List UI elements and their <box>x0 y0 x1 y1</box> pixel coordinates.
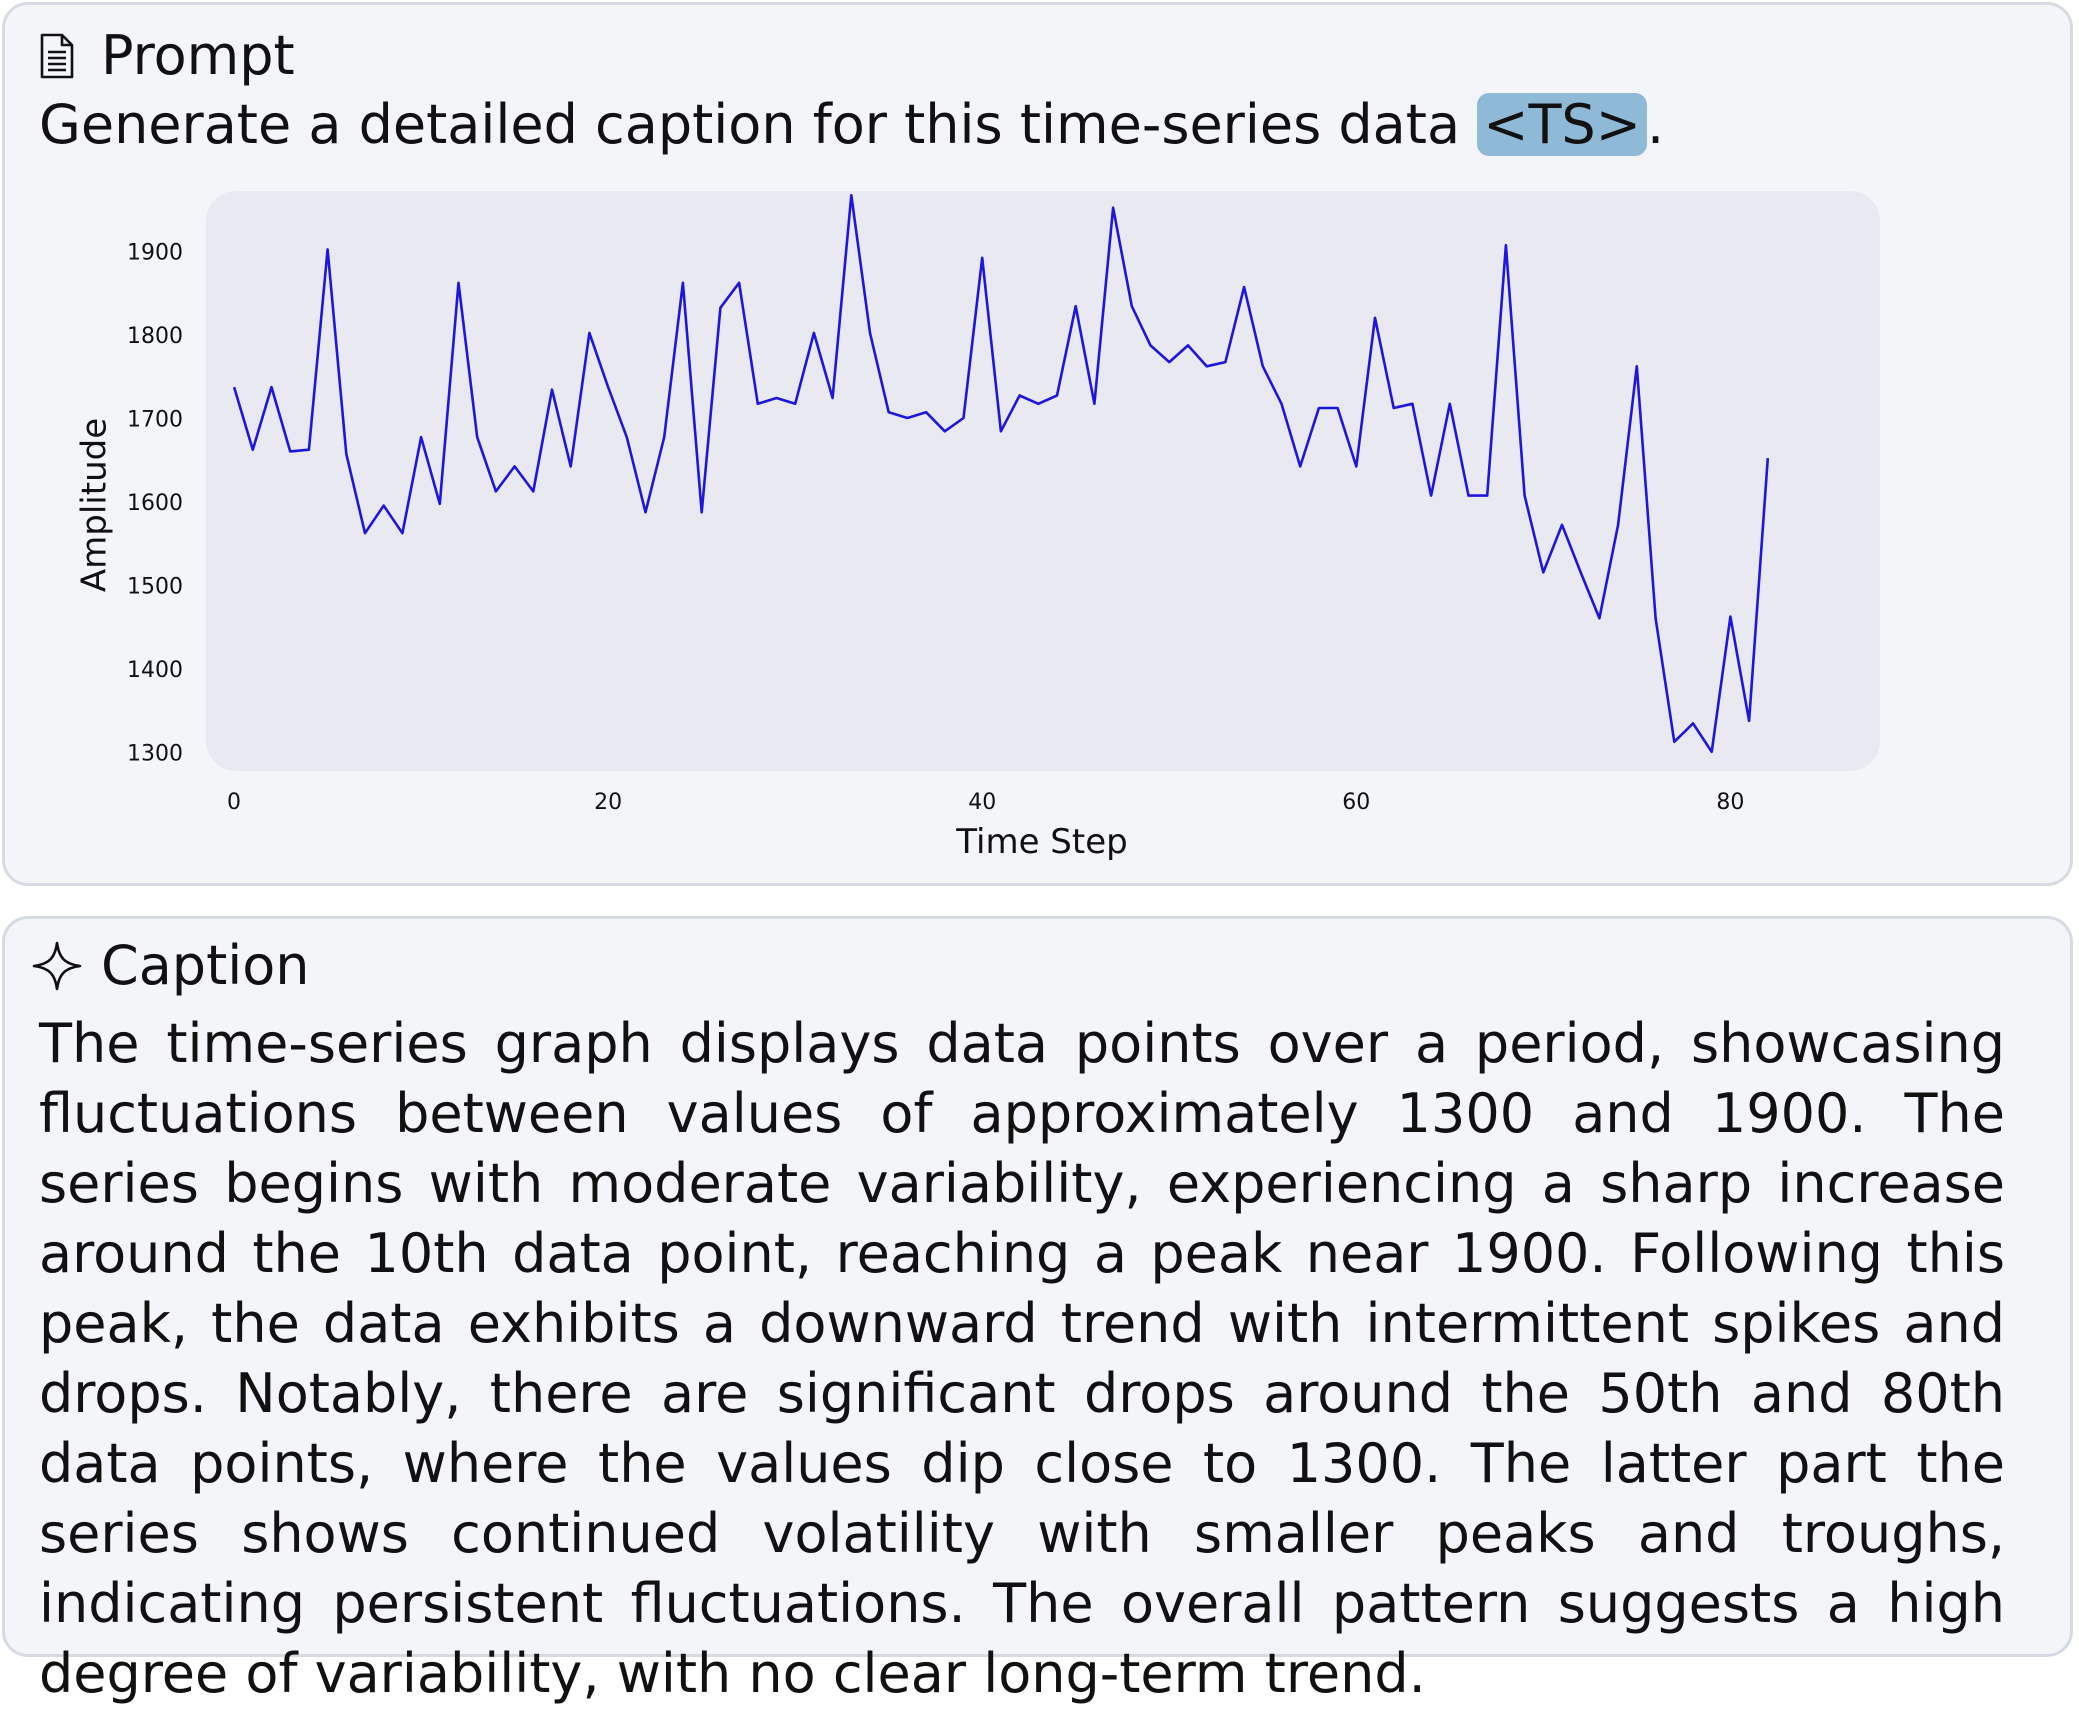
series-line-0 <box>232 193 1770 754</box>
y-tick-label: 1400 <box>127 658 183 683</box>
prompt-title: Prompt <box>101 24 295 87</box>
caption-panel: Caption The time-series graph displays d… <box>2 916 2073 1705</box>
y-tick-label: 1800 <box>127 324 183 349</box>
prompt-text-before: Generate a detailed caption for this tim… <box>39 93 1478 156</box>
x-tick-label: 80 <box>1716 790 1744 815</box>
caption-text: The time-series graph displays data poin… <box>39 1012 2005 1705</box>
y-axis-ticks: 1300 1400 1500 1600 1700 1800 1900 <box>127 241 183 767</box>
x-tick-label: 40 <box>968 790 996 815</box>
ts-token: <TS> <box>1477 93 1647 156</box>
caption-title: Caption <box>101 934 310 997</box>
time-series-chart: 1300 1400 1500 1600 1700 1800 1900 0 20 40 60 80 A… <box>75 191 1880 862</box>
document-icon <box>40 33 74 79</box>
y-tick-label: 1500 <box>127 574 183 599</box>
x-tick-label: 0 <box>227 790 241 815</box>
prompt-text-after: . <box>1646 93 1665 156</box>
prompt-header: Prompt <box>31 21 295 91</box>
y-tick-label: 1700 <box>127 407 183 432</box>
y-tick-label: 1300 <box>127 741 183 766</box>
plot-area <box>206 191 1880 771</box>
sparkle-icon <box>32 941 82 991</box>
prompt-panel: Prompt Generate a detailed caption for t… <box>2 2 2073 886</box>
x-tick-label: 60 <box>1342 790 1370 815</box>
y-axis-label: Amplitude <box>75 418 115 592</box>
x-tick-label: 20 <box>594 790 622 815</box>
caption-header: Caption <box>31 931 310 1001</box>
prompt-text: Generate a detailed caption for this tim… <box>39 89 1664 161</box>
y-tick-label: 1600 <box>127 491 183 516</box>
x-axis-label: Time Step <box>955 822 1127 862</box>
y-tick-label: 1900 <box>127 241 183 266</box>
series-group <box>232 193 1770 754</box>
x-axis-ticks: 0 20 40 60 80 <box>227 790 1744 815</box>
